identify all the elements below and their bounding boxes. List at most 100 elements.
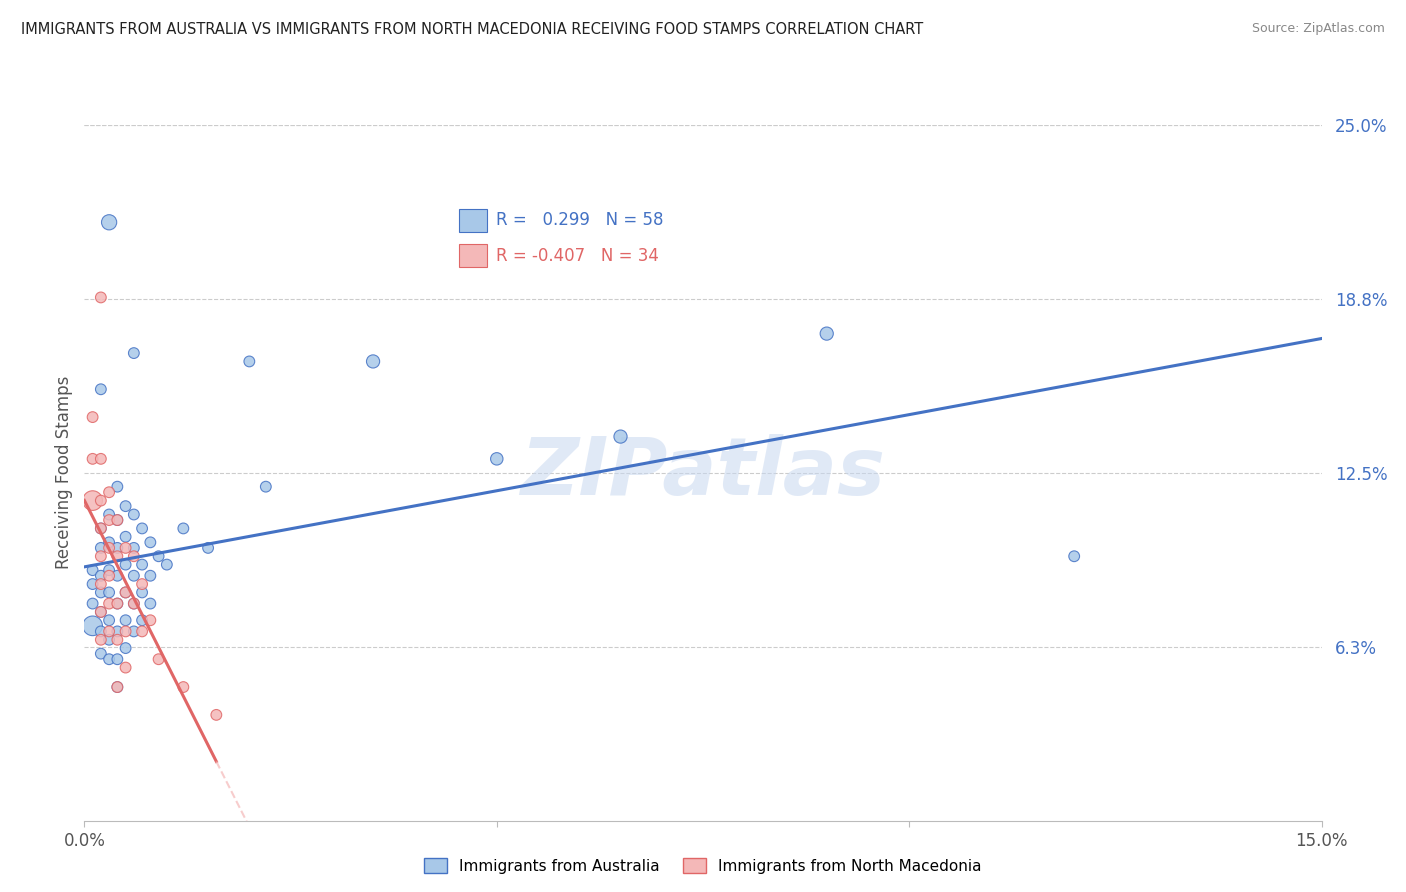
Point — [90, 451, 112, 466]
Point — [114, 585, 136, 599]
Point — [82, 493, 104, 508]
Point — [98, 597, 121, 611]
Point — [122, 541, 145, 555]
Point — [131, 613, 153, 627]
Point — [90, 382, 112, 396]
Point — [98, 215, 121, 229]
Point — [98, 624, 121, 639]
Point — [98, 613, 121, 627]
Point — [131, 585, 153, 599]
Point — [82, 563, 104, 577]
Point — [90, 568, 112, 582]
Point — [98, 541, 121, 555]
Point — [105, 549, 128, 564]
Point — [105, 541, 128, 555]
Bar — [458, 209, 486, 232]
Point — [114, 541, 136, 555]
Point — [238, 354, 260, 368]
Point — [98, 652, 121, 666]
Point — [105, 680, 128, 694]
Point — [205, 707, 228, 722]
Text: ZIPatlas: ZIPatlas — [520, 434, 886, 512]
Point — [131, 558, 153, 572]
Point — [114, 641, 136, 656]
Point — [114, 613, 136, 627]
Point — [105, 652, 128, 666]
Point — [105, 568, 128, 582]
Point — [90, 521, 112, 535]
Point — [82, 597, 104, 611]
Point — [122, 508, 145, 522]
Point — [139, 613, 162, 627]
Point — [609, 429, 631, 443]
Point — [114, 624, 136, 639]
Point — [90, 549, 112, 564]
Point — [98, 508, 121, 522]
Point — [90, 605, 112, 619]
Point — [172, 521, 194, 535]
Point — [90, 585, 112, 599]
Point — [114, 585, 136, 599]
Point — [114, 660, 136, 674]
Point — [98, 535, 121, 549]
Point — [172, 680, 194, 694]
Point — [98, 568, 121, 582]
Point — [105, 513, 128, 527]
Text: Source: ZipAtlas.com: Source: ZipAtlas.com — [1251, 22, 1385, 36]
Bar — [458, 244, 486, 267]
Point — [90, 541, 112, 555]
Text: R = -0.407   N = 34: R = -0.407 N = 34 — [496, 246, 659, 265]
Point — [82, 577, 104, 591]
Point — [139, 568, 162, 582]
Point — [815, 326, 838, 341]
Point — [148, 652, 170, 666]
Point — [82, 410, 104, 425]
Point — [90, 521, 112, 535]
Point — [98, 485, 121, 500]
Point — [90, 605, 112, 619]
Point — [90, 290, 112, 304]
Point — [105, 680, 128, 694]
Point — [122, 346, 145, 360]
Point — [485, 451, 508, 466]
Point — [197, 541, 219, 555]
Point — [254, 480, 277, 494]
Point — [131, 577, 153, 591]
Text: IMMIGRANTS FROM AUSTRALIA VS IMMIGRANTS FROM NORTH MACEDONIA RECEIVING FOOD STAM: IMMIGRANTS FROM AUSTRALIA VS IMMIGRANTS … — [21, 22, 924, 37]
Text: R =   0.299   N = 58: R = 0.299 N = 58 — [496, 211, 664, 229]
Point — [98, 563, 121, 577]
Point — [1063, 549, 1085, 564]
Y-axis label: Receiving Food Stamps: Receiving Food Stamps — [55, 376, 73, 569]
Point — [90, 624, 112, 639]
Point — [122, 549, 145, 564]
Point — [139, 597, 162, 611]
Point — [122, 568, 145, 582]
Point — [361, 354, 384, 368]
Point — [98, 632, 121, 647]
Point — [105, 597, 128, 611]
Point — [139, 535, 162, 549]
Point — [82, 619, 104, 633]
Point — [90, 632, 112, 647]
Point — [105, 513, 128, 527]
Point — [131, 521, 153, 535]
Point — [105, 632, 128, 647]
Point — [90, 493, 112, 508]
Point — [148, 549, 170, 564]
Point — [122, 597, 145, 611]
Point — [114, 499, 136, 513]
Point — [122, 597, 145, 611]
Point — [114, 558, 136, 572]
Point — [114, 530, 136, 544]
Point — [82, 451, 104, 466]
Point — [98, 513, 121, 527]
Point — [90, 647, 112, 661]
Point — [98, 585, 121, 599]
Legend: Immigrants from Australia, Immigrants from North Macedonia: Immigrants from Australia, Immigrants fr… — [418, 852, 988, 880]
Point — [156, 558, 179, 572]
Point — [90, 577, 112, 591]
Point — [105, 480, 128, 494]
Point — [122, 624, 145, 639]
Point — [105, 597, 128, 611]
Point — [105, 624, 128, 639]
